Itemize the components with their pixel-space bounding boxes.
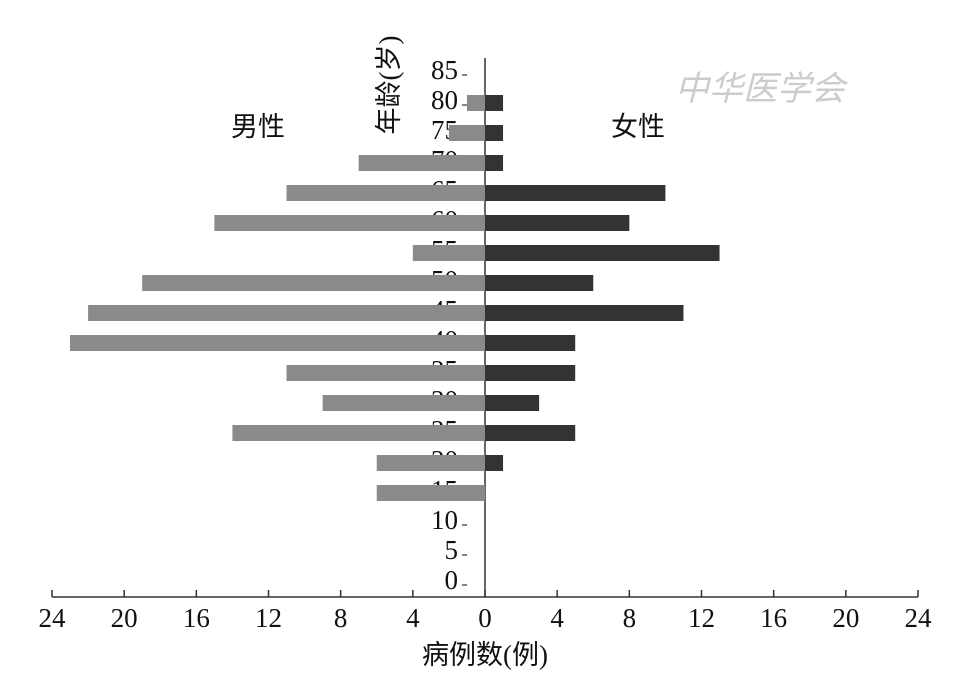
bar — [485, 305, 684, 321]
y-tick-label: 5 — [445, 535, 459, 565]
x-tick-label: 12 — [688, 603, 715, 633]
bar — [70, 335, 486, 351]
x-tick-label: 4 — [550, 603, 564, 633]
x-tick-label: 8 — [623, 603, 637, 633]
bar — [376, 485, 485, 501]
series-label: 女性 — [611, 112, 665, 142]
bar — [232, 425, 485, 441]
y-axis-label: 年龄(岁) — [374, 36, 404, 135]
bar — [485, 365, 576, 381]
watermark: 中华医学会 — [675, 71, 849, 108]
bar — [485, 275, 594, 291]
bar — [322, 395, 485, 411]
x-tick-label: 16 — [183, 603, 210, 633]
x-tick-label: 12 — [255, 603, 282, 633]
bar — [485, 125, 504, 141]
series-label: 男性 — [231, 112, 285, 142]
bar — [376, 455, 485, 471]
bar — [466, 95, 485, 111]
x-tick-label: 20 — [111, 603, 138, 633]
bar — [485, 155, 504, 171]
bar — [358, 155, 485, 171]
x-tick-label: 24 — [905, 603, 933, 633]
x-tick-label: 0 — [478, 603, 492, 633]
bar — [485, 425, 576, 441]
y-tick-label: 80 — [431, 85, 458, 115]
x-tick-label: 24 — [39, 603, 67, 633]
x-tick-label: 16 — [760, 603, 787, 633]
bar — [286, 185, 485, 201]
bar — [485, 245, 720, 261]
y-tick-label: 0 — [445, 565, 459, 595]
bar — [448, 125, 485, 141]
y-tick-label: 85 — [431, 55, 458, 85]
bar — [485, 185, 666, 201]
bar — [485, 455, 504, 471]
x-tick-label: 4 — [406, 603, 420, 633]
bar — [142, 275, 486, 291]
bar — [214, 215, 485, 231]
x-axis-label: 病例数(例) — [422, 640, 548, 670]
bar — [286, 365, 485, 381]
bar — [88, 305, 485, 321]
bar — [485, 395, 540, 411]
bar — [412, 245, 485, 261]
bar — [485, 215, 630, 231]
y-tick-label: 10 — [431, 505, 458, 535]
x-tick-label: 20 — [832, 603, 859, 633]
x-tick-label: 8 — [334, 603, 348, 633]
bar — [485, 335, 576, 351]
bar — [485, 95, 504, 111]
